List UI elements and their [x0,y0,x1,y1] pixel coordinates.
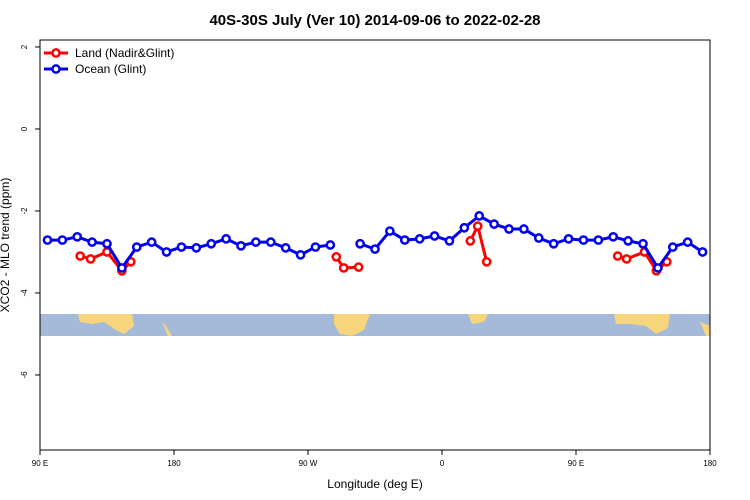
data-point [472,221,483,231]
data-point [102,238,112,249]
data-point [385,226,395,236]
data-point [429,231,440,241]
map-strip [40,314,710,336]
x-tick-label: 0 [440,459,445,468]
legend-marker [51,64,61,74]
data-point [331,252,342,262]
data-point [504,224,514,234]
data-point [146,237,157,247]
data-point [325,240,336,250]
data-point [176,242,187,252]
x-tick-label: 90 E [568,459,584,468]
y-axis-label: XCO2 - MLO trend (ppm) [0,178,12,313]
x-tick-label: 90 E [32,459,48,468]
data-point [667,242,678,252]
y-tick-label: -4 [20,289,29,297]
data-point [117,263,127,273]
ocean-strip [40,314,710,336]
y-tick-label: 0 [20,126,29,131]
data-point [161,247,172,257]
data-point [131,242,142,252]
data-point [459,222,470,233]
x-tick-label: 90 W [299,459,318,468]
data-point [295,249,306,260]
y-tick-label: -2 [20,207,29,215]
data-point [85,254,96,264]
data-point [191,243,202,253]
x-axis-label: Longitude (deg E) [327,477,422,491]
x-tick-label: 180 [703,459,717,468]
data-point [481,256,492,267]
data-point [355,238,365,249]
data-point [310,242,321,252]
data-point [338,263,349,273]
data-point [578,235,589,245]
data-point [265,237,276,247]
land-shape [468,314,488,324]
data-point [697,247,708,257]
data-point [608,231,619,242]
land-shape [614,314,670,334]
x-tick-label: 180 [167,459,181,468]
chart-title: 40S-30S July (Ver 10) 2014-09-06 to 2022… [209,12,540,29]
data-point [489,219,499,229]
data-point [682,237,693,247]
data-point [414,234,425,244]
data-point [280,243,291,253]
data-point [593,235,604,245]
data-point [474,211,485,221]
data-point [353,262,364,272]
y-tick-label: -6 [20,371,29,379]
data-point [519,224,529,234]
data-point [221,234,231,244]
data-point [87,237,97,247]
data-point [370,244,380,254]
data-point [57,235,68,245]
data-point [206,238,217,249]
land-shape [162,322,172,336]
data-point [42,235,53,245]
data-point [399,235,410,245]
data-point [612,251,623,261]
data-point [548,238,559,249]
data-point [638,238,648,249]
legend-label: Ocean (Glint) [75,62,146,76]
data-point [75,251,86,261]
y-tick-label: 2 [20,44,29,49]
plot-frame [39,39,711,451]
land-shape [700,322,710,336]
data-point [533,233,544,243]
legend-marker [51,48,61,58]
data-point [563,234,574,244]
data-point [621,254,632,264]
land-shape [78,314,134,334]
legend-label: Land (Nadir&Glint) [75,46,174,60]
data-point [653,263,663,273]
land-shape [334,314,370,336]
data-point [465,236,476,246]
data-point [251,237,261,247]
data-point [72,231,83,242]
data-point [444,236,455,246]
data-point [623,236,633,246]
data-point [236,240,246,251]
